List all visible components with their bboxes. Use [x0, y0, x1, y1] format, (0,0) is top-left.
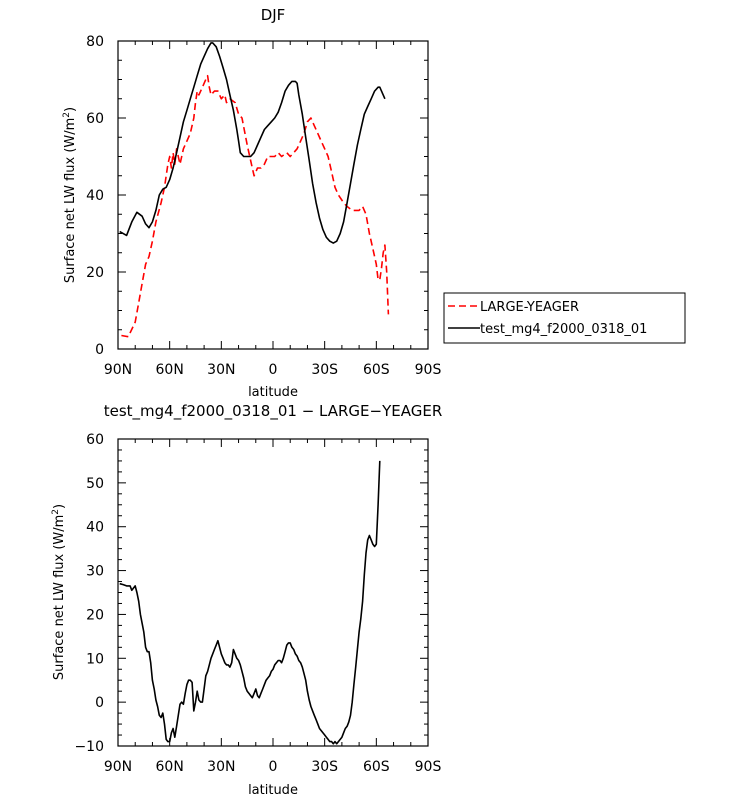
bottom-x-tick-label: 30N	[207, 759, 235, 775]
bottom-y-tick-label: 0	[95, 695, 104, 711]
top-x-axis-label: latitude	[248, 385, 298, 400]
bottom-y-tick-label: 40	[86, 520, 104, 536]
legend-label-test: test_mg4_f2000_0318_01	[480, 322, 647, 337]
top-y-tick-label: 20	[86, 265, 104, 281]
bottom-x-tick-label: 0	[269, 759, 278, 775]
top-chart-title: DJF	[261, 6, 286, 24]
top-x-tick-label: 30S	[311, 362, 338, 378]
bottom-x-tick-label: 60N	[156, 759, 184, 775]
bottom-y-tick-label: 30	[86, 564, 104, 580]
top-x-tick-label: 90N	[104, 362, 132, 378]
top-series-line-test-mg4-f2000-0318-01	[119, 42, 386, 244]
top-y-tick-label: 80	[86, 34, 104, 50]
top-x-tick-label: 90S	[415, 362, 442, 378]
bottom-y-tick-label: 50	[86, 476, 104, 492]
bottom-y-tick-label: 20	[86, 607, 104, 623]
bottom-chart-title: test_mg4_f2000_0318_01 − LARGE−YEAGER	[104, 402, 443, 421]
bottom-x-tick-label: 90N	[104, 759, 132, 775]
top-x-tick-label: 30N	[207, 362, 235, 378]
bottom-panel: test_mg4_f2000_0318_01 − LARGE−YEAGER 90…	[51, 402, 442, 798]
bottom-x-axis-label: latitude	[248, 783, 298, 798]
top-x-tick-label: 60N	[156, 362, 184, 378]
legend: LARGE-YEAGER test_mg4_f2000_0318_01	[443, 292, 686, 344]
top-x-tick-label: 60S	[363, 362, 390, 378]
bottom-y-tick-label: 10	[86, 651, 104, 667]
bottom-y-axis-label: Surface net LW flux (W/m2)	[51, 504, 67, 680]
top-y-tick-label: 40	[86, 188, 104, 204]
bottom-x-tick-label: 30S	[311, 759, 338, 775]
bottom-series-line-difference	[119, 460, 381, 745]
top-plot-frame	[117, 40, 429, 350]
top-y-axis-label: Surface net LW flux (W/m2)	[62, 107, 78, 283]
legend-box	[443, 292, 686, 344]
top-series-line-large-yeager	[121, 74, 390, 338]
top-panel: DJF 90N 60N 30N 0 30S 60S 90S 0 20 40 60 80 latitud…	[62, 6, 441, 400]
bottom-y-tick-label: −10	[74, 739, 104, 755]
bottom-x-tick-label: 60S	[363, 759, 390, 775]
bottom-x-tick-label: 90S	[415, 759, 442, 775]
bottom-plot-frame	[117, 438, 429, 747]
top-x-tick-label: 0	[269, 362, 278, 378]
top-y-tick-label: 0	[95, 342, 104, 358]
legend-label-large-yeager: LARGE-YEAGER	[480, 300, 579, 315]
top-y-tick-label: 60	[86, 111, 104, 127]
bottom-y-tick-label: 60	[86, 432, 104, 448]
